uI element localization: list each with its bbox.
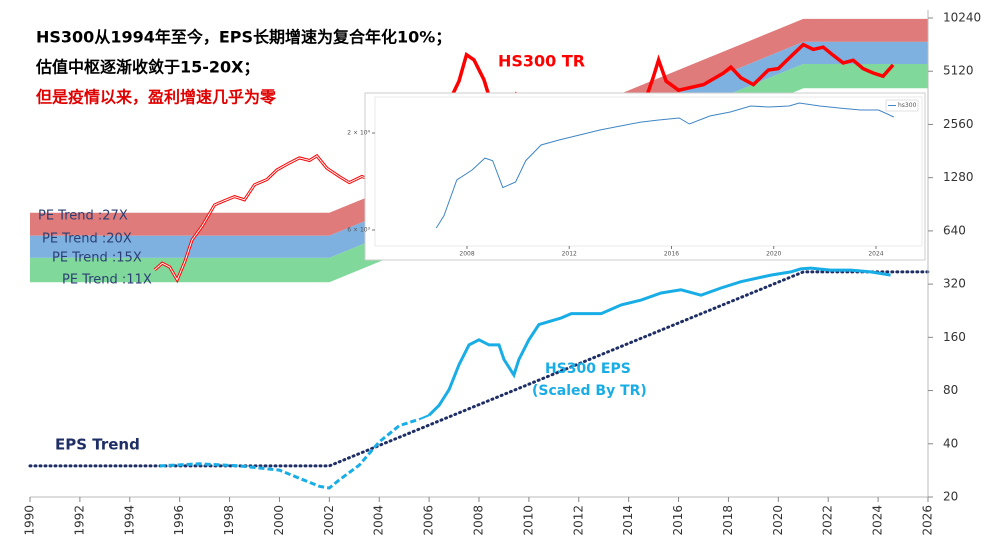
x-tick-label: 2022: [821, 505, 835, 536]
x-tick-label: 1994: [122, 505, 136, 536]
x-tick-label: 1998: [222, 505, 236, 536]
inset-legend-box: [885, 99, 919, 112]
y-tick-label: 2560: [943, 117, 974, 131]
series-label: HS300 EPS: [545, 361, 631, 377]
inset-line: [435, 102, 895, 229]
series-label: HS300 TR: [498, 52, 585, 71]
x-tick-label: 2006: [422, 505, 436, 536]
x-tick-label: 1996: [172, 505, 186, 536]
inset-legend-label: hs300: [898, 102, 917, 109]
x-tick-label: 1990: [23, 505, 37, 536]
y-tick-label: 320: [943, 277, 966, 291]
connector: [418, 414, 430, 421]
x-tick-label: 2000: [272, 505, 286, 536]
x-tick-label: 2024: [871, 505, 885, 536]
x-tick-label: 2010: [521, 505, 535, 536]
y-tick-label: 20: [943, 490, 958, 504]
inset-y-tick-label: 6 × 10³: [347, 227, 370, 234]
y-tick-label: 40: [943, 436, 958, 450]
pe-band-label: PE Trend :11X: [62, 273, 152, 288]
x-tick-label: 1992: [72, 505, 86, 536]
series-label: EPS Trend: [55, 436, 140, 454]
title-line: 但是疫情以来，盈利增速几乎为零: [36, 88, 277, 107]
trend-line: [28, 270, 930, 468]
title-line: HS300从1994年至今，EPS长期增速为复合年化10%；: [36, 28, 451, 47]
x-tick-label: 2002: [322, 505, 336, 536]
inset-axes: [374, 96, 923, 247]
x-tick-label: 2016: [671, 505, 685, 536]
inset-x-tick-label: 2016: [664, 251, 679, 258]
x-tick-label: 2008: [472, 505, 486, 536]
x-tick-label: 2012: [571, 505, 585, 536]
y-tick-label: 1280: [943, 170, 974, 184]
inset-x-tick-label: 2008: [459, 251, 474, 258]
inset-x-tick-label: 2012: [562, 251, 577, 258]
y-tick-label: 640: [943, 223, 966, 237]
y-tick-label: 5120: [943, 64, 974, 78]
inset-frame: [364, 92, 926, 261]
x-tick-label: 2018: [721, 505, 735, 536]
pe-band: [30, 18, 928, 236]
eps-line: [159, 417, 420, 490]
inset-y-tick-label: 2 × 10⁴: [347, 129, 370, 136]
y-tick-label: 160: [943, 330, 966, 344]
tr-line-inner: [154, 155, 417, 282]
pe-band-label: PE Trend :15X: [52, 251, 142, 266]
inset-x-tick-label: 2020: [766, 251, 781, 258]
pe-band-label: PE Trend :27X: [38, 209, 128, 224]
inset-x-tick-label: 2024: [868, 251, 883, 258]
x-tick-label: 2026: [921, 505, 935, 536]
pe-band-label: PE Trend :20X: [42, 232, 132, 247]
title-line: 估值中枢逐渐收敛于15-20X；: [35, 58, 260, 77]
x-tick-label: 2014: [621, 505, 635, 536]
eps-note: (Scaled By TR): [532, 383, 647, 399]
x-tick-label: 2004: [372, 505, 386, 536]
x-tick-label: 2020: [771, 505, 785, 536]
y-tick-label: 80: [943, 383, 958, 397]
y-tick-label: 10240: [943, 11, 981, 25]
eps-line: [428, 266, 891, 417]
